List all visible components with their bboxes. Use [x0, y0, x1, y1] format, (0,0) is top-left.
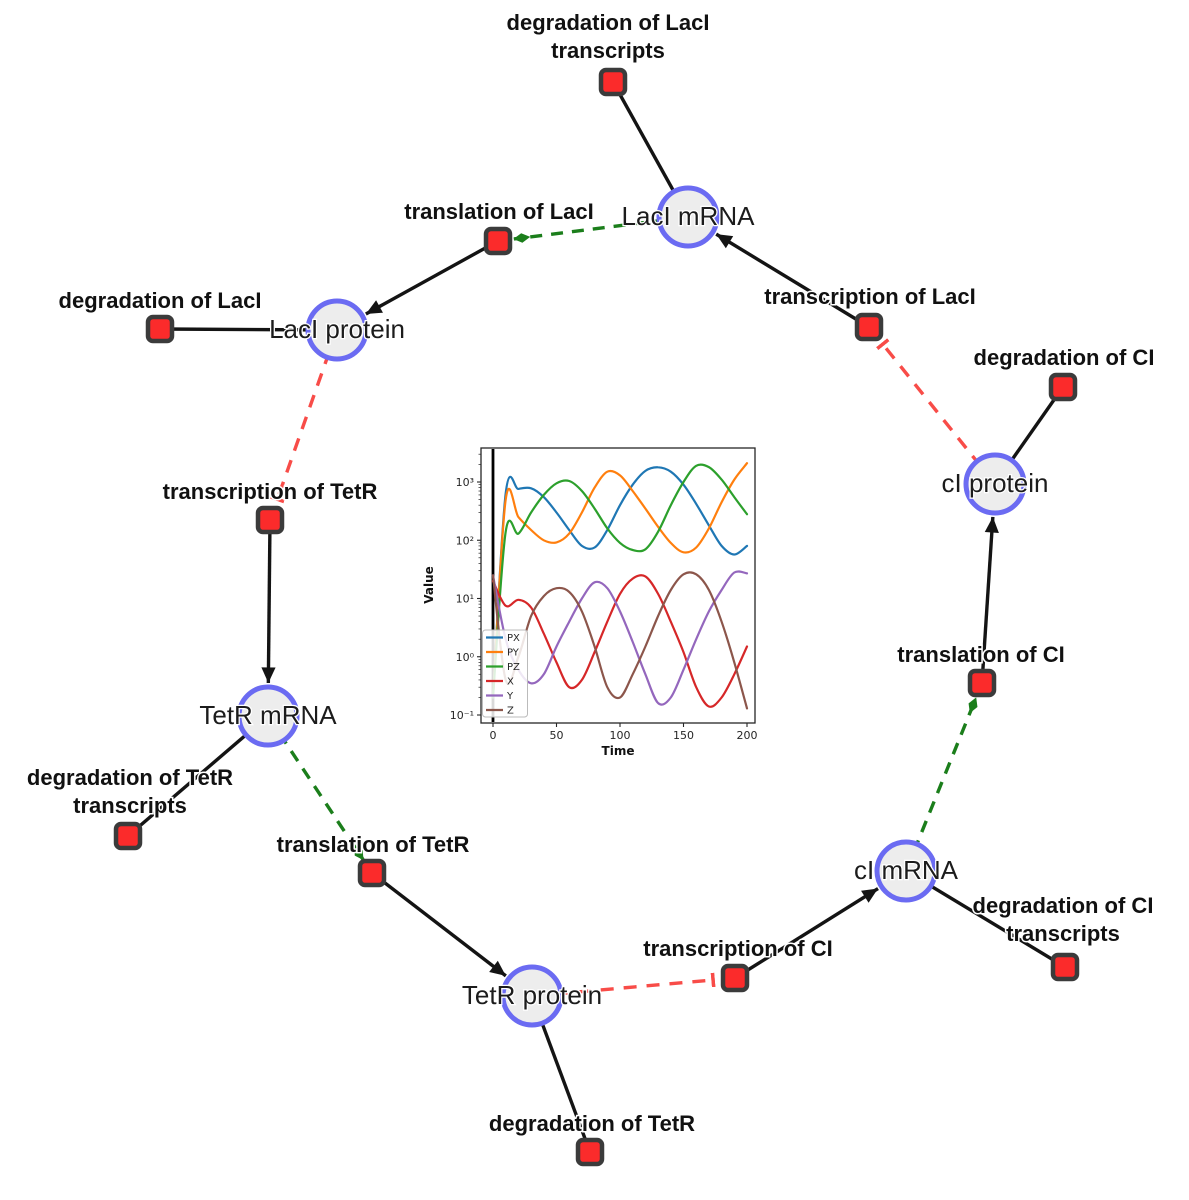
- y-tick-label: 10⁻¹: [450, 709, 474, 722]
- edge-production-transcription_lacI-to-lacI_mRNA: [715, 232, 870, 329]
- labels-layer: LacI mRNA LacI protein TetR mRNA TetR prote…: [25, 9, 1156, 1138]
- species-node-lacI_mRNA[interactable]: [656, 185, 720, 249]
- reaction-node-deg_cI_transcripts[interactable]: [1050, 952, 1080, 982]
- reaction-label-deg_cI: degradation of CI: [974, 345, 1155, 370]
- species-node-lacI_protein[interactable]: [305, 298, 369, 362]
- reaction-label-deg_tetR: degradation of TetR: [489, 1111, 695, 1136]
- nodes-layer: [113, 67, 1080, 1167]
- series-Y: [491, 570, 749, 706]
- inset-chart-group: 0 50 100 150 20010⁻¹10⁰10¹10²10³TimeValuePXP…: [410, 416, 780, 768]
- reaction-node-translation_tetR[interactable]: [357, 858, 387, 888]
- species-label-tetR_protein: TetR protein: [462, 980, 602, 1010]
- reaction-label-deg_lacI_transcripts-line1: degradation of LacI: [507, 10, 710, 35]
- species-node-cI_protein[interactable]: [963, 452, 1027, 516]
- reaction-node-translation_lacI[interactable]: [483, 226, 513, 256]
- reaction-label-deg_tetR_transcripts-line2: transcripts: [73, 793, 187, 818]
- series-Z: [491, 571, 749, 710]
- chart-axes-frame: [480, 447, 756, 724]
- reaction-node-deg_cI[interactable]: [1048, 372, 1078, 402]
- species-node-cI_mRNA[interactable]: [874, 839, 938, 903]
- reaction-node-deg_lacI_transcripts[interactable]: [598, 67, 628, 97]
- legend-label-Z: Z: [507, 706, 514, 717]
- reaction-label-transcription_lacI: transcription of LacI: [764, 284, 975, 309]
- x-tick-label: 150: [673, 729, 694, 742]
- series-PX: [491, 466, 749, 699]
- series-X: [491, 574, 749, 708]
- legend-label-PZ: PZ: [507, 662, 520, 673]
- x-tick-label: 50: [550, 729, 564, 742]
- edge-production-translation_cI-to-cI_protein: [980, 516, 999, 684]
- species-label-cI_protein: cI protein: [942, 468, 1049, 498]
- reaction-node-transcription_tetR[interactable]: [255, 505, 285, 535]
- reaction-label-deg_cI_transcripts-line1: degradation of CI: [973, 893, 1154, 918]
- x-axis-title: Time: [602, 744, 635, 758]
- species-label-lacI_protein: LacI protein: [269, 314, 405, 344]
- x-tick-label: 200: [737, 729, 758, 742]
- reaction-label-transcription_cI: transcription of CI: [643, 936, 832, 961]
- species-label-lacI_mRNA: LacI mRNA: [622, 201, 756, 231]
- reaction-node-deg_tetR_transcripts[interactable]: [113, 821, 143, 851]
- legend-label-PX: PX: [507, 633, 520, 644]
- chart-legend: PX PY PZ XYZ: [482, 629, 528, 718]
- legend-box: [482, 629, 528, 718]
- legend-label-PY: PY: [507, 648, 520, 659]
- reaction-label-deg_lacI_transcripts-line2: transcripts: [551, 38, 665, 63]
- y-tick-label: 10²: [456, 534, 474, 547]
- edge-production-transcription_tetR-to-tetR_mRNA: [261, 519, 276, 684]
- species-node-tetR_mRNA[interactable]: [236, 684, 300, 748]
- reaction-node-transcription_cI[interactable]: [720, 963, 750, 993]
- reaction-label-translation_cI: translation of CI: [897, 642, 1064, 667]
- reaction-label-deg_tetR_transcripts-line1: degradation of TetR: [27, 765, 233, 790]
- reaction-node-deg_tetR[interactable]: [575, 1137, 605, 1167]
- series-PZ: [491, 463, 749, 699]
- edge-production-translation_tetR-to-tetR_protein: [370, 871, 507, 978]
- y-axis-title: Value: [422, 566, 436, 604]
- x-tick-label: 0: [490, 729, 497, 742]
- edge-production-translation_lacI-to-lacI_protein: [365, 239, 499, 316]
- y-tick-label: 10¹: [456, 593, 474, 606]
- species-node-tetR_protein[interactable]: [500, 964, 564, 1028]
- reaction-node-translation_cI[interactable]: [967, 668, 997, 698]
- species-label-tetR_mRNA: TetR mRNA: [199, 700, 337, 730]
- y-tick-label: 10³: [456, 476, 474, 489]
- reaction-node-deg_lacI[interactable]: [145, 314, 175, 344]
- y-tick-label: 10⁰: [456, 651, 475, 664]
- reaction-label-deg_lacI: degradation of LacI: [59, 288, 262, 313]
- reaction-label-translation_lacI: translation of LacI: [404, 199, 593, 224]
- legend-label-Y: Y: [506, 691, 514, 702]
- species-label-cI_mRNA: cI mRNA: [854, 855, 959, 885]
- edge-production-transcription_cI-to-cI_mRNA: [734, 887, 879, 980]
- reaction-node-transcription_lacI[interactable]: [854, 312, 884, 342]
- legend-label-X: X: [507, 677, 514, 688]
- series-curves-layer: [491, 462, 749, 710]
- series-PY: [491, 462, 749, 699]
- x-tick-label: 100: [610, 729, 631, 742]
- reaction-label-deg_cI_transcripts-line2: transcripts: [1006, 921, 1120, 946]
- reaction-label-translation_tetR: translation of TetR: [277, 832, 470, 857]
- reaction-label-transcription_tetR: transcription of TetR: [163, 479, 378, 504]
